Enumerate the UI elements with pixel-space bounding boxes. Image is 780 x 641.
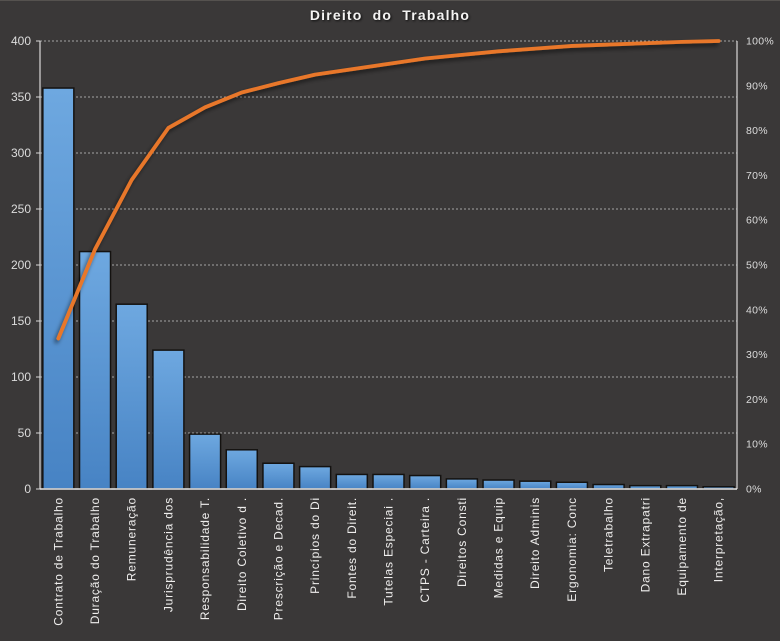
bar bbox=[115, 303, 148, 490]
x-axis-label: Direito Adminis bbox=[528, 497, 542, 589]
bar bbox=[372, 473, 405, 490]
y-axis-label-left: 150 bbox=[11, 314, 31, 328]
bar bbox=[152, 349, 185, 490]
y-axis-label-right: 50% bbox=[746, 260, 768, 272]
y-axis-label-right: 40% bbox=[746, 304, 768, 316]
y-axis-label-left: 100 bbox=[11, 370, 31, 384]
bar bbox=[298, 465, 332, 490]
x-axis-label: CTPS - Carteira . bbox=[418, 497, 432, 603]
x-axis-label: Tutelas Especiai . bbox=[382, 497, 396, 606]
x-axis-label: Dano Extrapatri bbox=[638, 497, 652, 592]
x-axis-label: Responsabilidade T. bbox=[198, 497, 212, 620]
bar bbox=[518, 480, 552, 490]
y-axis-label-left: 50 bbox=[18, 426, 32, 440]
y-axis-label-left: 250 bbox=[11, 202, 31, 216]
x-axis-label: Teletrabalho bbox=[602, 497, 616, 572]
bar bbox=[555, 481, 589, 490]
y-axis-label-left: 200 bbox=[11, 258, 31, 272]
x-axis-label: Princípios do Di bbox=[308, 497, 322, 594]
x-axis-label: Fontes do Direit. bbox=[345, 497, 359, 599]
bar bbox=[482, 479, 515, 490]
bar bbox=[42, 87, 75, 490]
bar bbox=[445, 478, 479, 490]
bar bbox=[188, 433, 222, 490]
y-axis-label-left: 400 bbox=[11, 34, 31, 48]
bar bbox=[262, 462, 295, 490]
y-axis-label-left: 350 bbox=[11, 90, 31, 104]
x-axis-label: Direitos Consti bbox=[455, 497, 469, 587]
bar bbox=[78, 250, 112, 490]
x-axis-label: Medidas e Equip bbox=[492, 497, 506, 598]
y-axis-label-left: 300 bbox=[11, 146, 31, 160]
bar bbox=[408, 474, 442, 490]
y-axis-label-right: 70% bbox=[746, 170, 768, 182]
x-axis-label: Interpretação, bbox=[712, 497, 726, 582]
y-axis-label-right: 30% bbox=[746, 349, 768, 361]
y-axis-label-right: 100% bbox=[746, 36, 774, 48]
x-axis-label: Jurisprudência dos bbox=[161, 497, 175, 612]
chart-title: Direito do Trabalho bbox=[309, 7, 471, 23]
x-axis-label: Direito Coletivo d . bbox=[235, 497, 249, 611]
x-axis-label: Contrato de Trabalho bbox=[51, 497, 65, 626]
y-axis-label-right: 20% bbox=[746, 394, 768, 406]
y-axis-label-right: 60% bbox=[746, 215, 768, 227]
x-axis-label: Equipamento de bbox=[675, 497, 689, 596]
y-axis-label-right: 80% bbox=[746, 125, 768, 137]
x-axis-label: Remuneração bbox=[125, 497, 139, 581]
y-axis-label-right: 0% bbox=[746, 484, 762, 496]
y-axis-label-left: 0 bbox=[24, 482, 31, 496]
x-axis-label: Ergonomia: Conc bbox=[565, 497, 579, 602]
bar bbox=[335, 473, 369, 490]
y-axis-label-right: 10% bbox=[746, 439, 768, 451]
x-axis-label: Duração do Trabalho bbox=[88, 497, 102, 624]
x-axis-label: Prescrição e Decad. bbox=[271, 497, 285, 620]
cumulative-line bbox=[56, 39, 721, 341]
bar bbox=[225, 449, 259, 490]
y-axis-label-right: 90% bbox=[746, 80, 768, 92]
